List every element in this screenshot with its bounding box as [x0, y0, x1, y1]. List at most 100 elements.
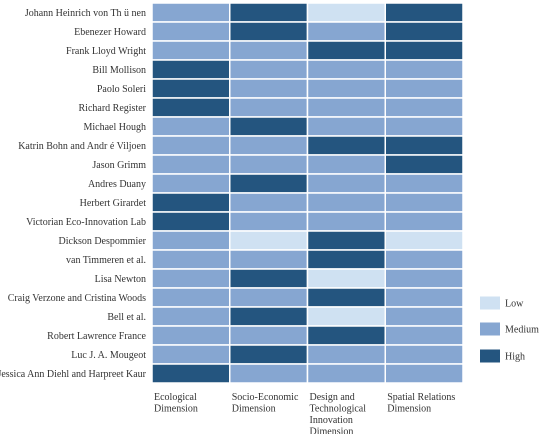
heatmap-cell: [306, 2, 386, 23]
heatmap-cell: [229, 2, 309, 23]
column-label-line: Spatial Relations: [387, 392, 455, 403]
column-label-line: Innovation: [310, 415, 353, 426]
heatmap-cell: [306, 192, 386, 213]
heatmap-cell: [384, 78, 464, 99]
heatmap-cell: [229, 59, 309, 80]
heatmap-cell: [151, 154, 231, 175]
row-label: Luc J. A. Mougeot: [71, 350, 146, 361]
heatmap-cell: [384, 59, 464, 80]
heatmap-cell: [229, 363, 309, 384]
heatmap-cell: [384, 40, 464, 61]
heatmap-cell: [384, 2, 464, 23]
column-label-line: Dimension: [310, 427, 354, 435]
row-labels: Johann Heinrich von Th ü nen Ebenezer How…: [0, 8, 147, 380]
row-label: Victorian Eco-Innovation Lab: [26, 217, 146, 228]
column-label-line: Ecological: [154, 392, 197, 403]
heatmap-cell: [306, 154, 386, 175]
heatmap-cell: [151, 230, 231, 251]
heatmap-cell: [306, 268, 386, 289]
heatmap-cell: [306, 59, 386, 80]
heatmap-cell: [229, 344, 309, 365]
heatmap-cell: [384, 135, 464, 156]
heatmap-cell: [306, 97, 386, 118]
row-label: Paolo Soleri: [97, 84, 146, 95]
heatmap-cell: [151, 344, 231, 365]
heatmap-cell: [306, 21, 386, 42]
heatmap-cell: [229, 268, 309, 289]
heatmap-cell: [306, 116, 386, 137]
heatmap-cell: [229, 211, 309, 232]
row-label: Katrin Bohn and Andr é Viljoen: [18, 141, 146, 152]
row-label: Dickson Despommier: [59, 236, 147, 247]
heatmap-cell: [384, 325, 464, 346]
row-label: van Timmeren et al.: [66, 255, 146, 266]
row-label: Bill Mollison: [92, 65, 146, 76]
heatmap-cell: [229, 173, 309, 194]
heatmap-cell: [229, 21, 309, 42]
row-label: Ebenezer Howard: [74, 27, 146, 38]
heatmap-cell: [151, 21, 231, 42]
heatmap-cell: [229, 249, 309, 270]
heatmap-cell: [384, 287, 464, 308]
row-label: Andres Duany: [88, 179, 146, 190]
heatmap-cell: [151, 306, 231, 327]
heatmap-cell: [384, 344, 464, 365]
legend-swatch: [480, 296, 500, 310]
heatmap-cell: [151, 287, 231, 308]
legend-label: Low: [505, 299, 524, 310]
heatmap-cell: [151, 268, 231, 289]
row-label: Frank Lloyd Wright: [66, 46, 146, 57]
row-label: Michael Hough: [84, 122, 147, 133]
row-label: Robert Lawrence France: [47, 331, 146, 342]
heatmap-cell: [384, 268, 464, 289]
heatmap-cell: [229, 116, 309, 137]
heatmap-cell: [306, 78, 386, 99]
heatmap-cell: [384, 249, 464, 270]
heatmap-cell: [384, 21, 464, 42]
column-label-line: Socio-Economic: [232, 392, 299, 403]
column-label: Design and Technological Innovation Dimensi…: [310, 392, 367, 434]
heatmap-cell: [229, 287, 309, 308]
heatmap-cell: [151, 135, 231, 156]
column-label: Spatial Relations Dimension: [387, 392, 455, 415]
legend: Low Medium High: [480, 296, 539, 363]
heatmap-cell: [306, 249, 386, 270]
row-label: Craig Verzone and Cristina Woods: [8, 293, 146, 304]
heatmap-cell: [151, 78, 231, 99]
heatmap-cell: [229, 192, 309, 213]
heatmap-cell: [229, 78, 309, 99]
heatmap-cell: [306, 135, 386, 156]
heatmap-cell: [306, 287, 386, 308]
legend-swatch: [480, 322, 500, 336]
row-label: Herbert Girardet: [80, 198, 147, 209]
heatmap-cell: [229, 97, 309, 118]
heatmap-cell: [151, 2, 231, 23]
column-label: Ecological Dimension: [154, 392, 198, 415]
heatmap-cell: [151, 211, 231, 232]
heatmap-cell: [151, 116, 231, 137]
legend-swatch: [480, 349, 500, 363]
heatmap-cell: [306, 173, 386, 194]
heatmap-cell: [151, 173, 231, 194]
heatmap-cell: [384, 363, 464, 384]
heatmap-cell: [229, 306, 309, 327]
heatmap-cell: [151, 97, 231, 118]
column-label-line: Technological: [310, 404, 367, 415]
heatmap-cell: [151, 325, 231, 346]
heatmap-cell: [384, 116, 464, 137]
heatmap-cell: [384, 97, 464, 118]
heatmap-cell: [306, 40, 386, 61]
column-label-line: Dimension: [387, 404, 431, 415]
column-label: Socio-Economic Dimension: [232, 392, 299, 415]
heatmap-cells: [151, 2, 464, 384]
heatmap-cell: [229, 154, 309, 175]
column-label-line: Dimension: [154, 404, 198, 415]
heatmap-cell: [151, 40, 231, 61]
heatmap-cell: [151, 59, 231, 80]
heatmap-cell: [306, 344, 386, 365]
row-label: Richard Register: [79, 103, 147, 114]
heatmap-cell: [384, 154, 464, 175]
heatmap-cell: [384, 192, 464, 213]
